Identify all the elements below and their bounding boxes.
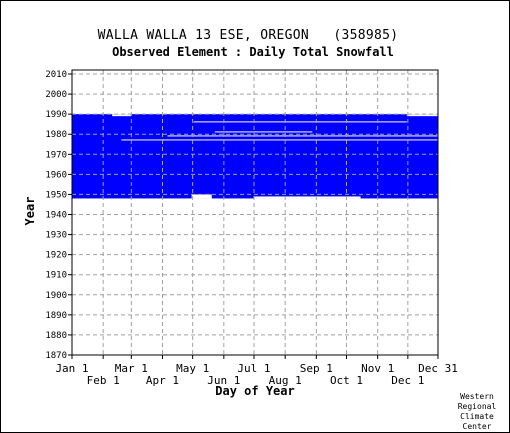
credit-line: Western <box>460 392 494 401</box>
credit-line: Center <box>463 422 492 431</box>
y-tick-label: 2010 <box>45 70 67 80</box>
missing-data-gap <box>214 131 313 133</box>
missing-data-gap <box>193 121 407 123</box>
y-tick-label: 1920 <box>45 251 67 261</box>
missing-data-gap <box>253 196 361 199</box>
y-tick-label: 1930 <box>45 231 67 241</box>
y-tick-label: 1990 <box>45 110 67 120</box>
credit-block: Western Regional Climate Center <box>458 392 497 431</box>
missing-data-gap <box>167 135 438 137</box>
x-tick-label: Apr 1 <box>146 374 179 387</box>
missing-data-gap <box>406 114 438 117</box>
x-tick-label: Mar 1 <box>115 362 148 375</box>
y-tick-label: 1870 <box>45 351 67 361</box>
missing-data-gap <box>121 139 439 141</box>
x-tick-label: Sep 1 <box>300 362 333 375</box>
x-tick-label: Aug 1 <box>269 374 302 387</box>
grid-layer <box>72 70 438 356</box>
missing-data-gap <box>112 114 132 117</box>
x-axis-label: Day of Year <box>215 384 294 398</box>
y-tick-label: 1890 <box>45 311 67 321</box>
x-tick-label: Jul 1 <box>237 362 270 375</box>
plot-area-border <box>71 69 439 356</box>
x-tick-label: Dec 1 <box>391 374 424 387</box>
credit-line: Regional <box>458 402 497 411</box>
y-tick-label: 1940 <box>45 211 67 221</box>
y-tick-label: 2000 <box>45 90 67 100</box>
chart-title: WALLA WALLA 13 ESE, OREGON (358985) <box>98 28 399 43</box>
y-tick-label: 1910 <box>45 271 67 281</box>
y-tick-label: 1970 <box>45 150 67 160</box>
x-tick-label: Jan 1 <box>55 362 88 375</box>
x-tick-label: Nov 1 <box>361 362 394 375</box>
x-tick-label: Oct 1 <box>330 374 363 387</box>
x-tick-label: Feb 1 <box>87 374 120 387</box>
x-tick-label: May 1 <box>176 362 209 375</box>
chart-subtitle: Observed Element : Daily Total Snowfall <box>112 45 394 59</box>
y-tick-label: 1960 <box>45 170 67 180</box>
y-tick-label: 1900 <box>45 291 67 301</box>
x-tick-label: Dec 31 <box>418 362 458 375</box>
x-tick-label: Jun 1 <box>207 374 240 387</box>
missing-data-gap <box>191 194 212 199</box>
snowfall-data-block <box>72 114 438 199</box>
y-tick-label: 1950 <box>45 190 67 200</box>
y-tick-label: 1880 <box>45 331 67 341</box>
y-tick-label: 1980 <box>45 130 67 140</box>
data-layer <box>72 114 439 199</box>
tick-layer: 1870 1880 1890 1900 1910 1920 1930 1940 1950 1960… <box>45 70 458 387</box>
y-axis-label: Year <box>23 197 37 226</box>
credit-line: Climate <box>460 412 494 421</box>
